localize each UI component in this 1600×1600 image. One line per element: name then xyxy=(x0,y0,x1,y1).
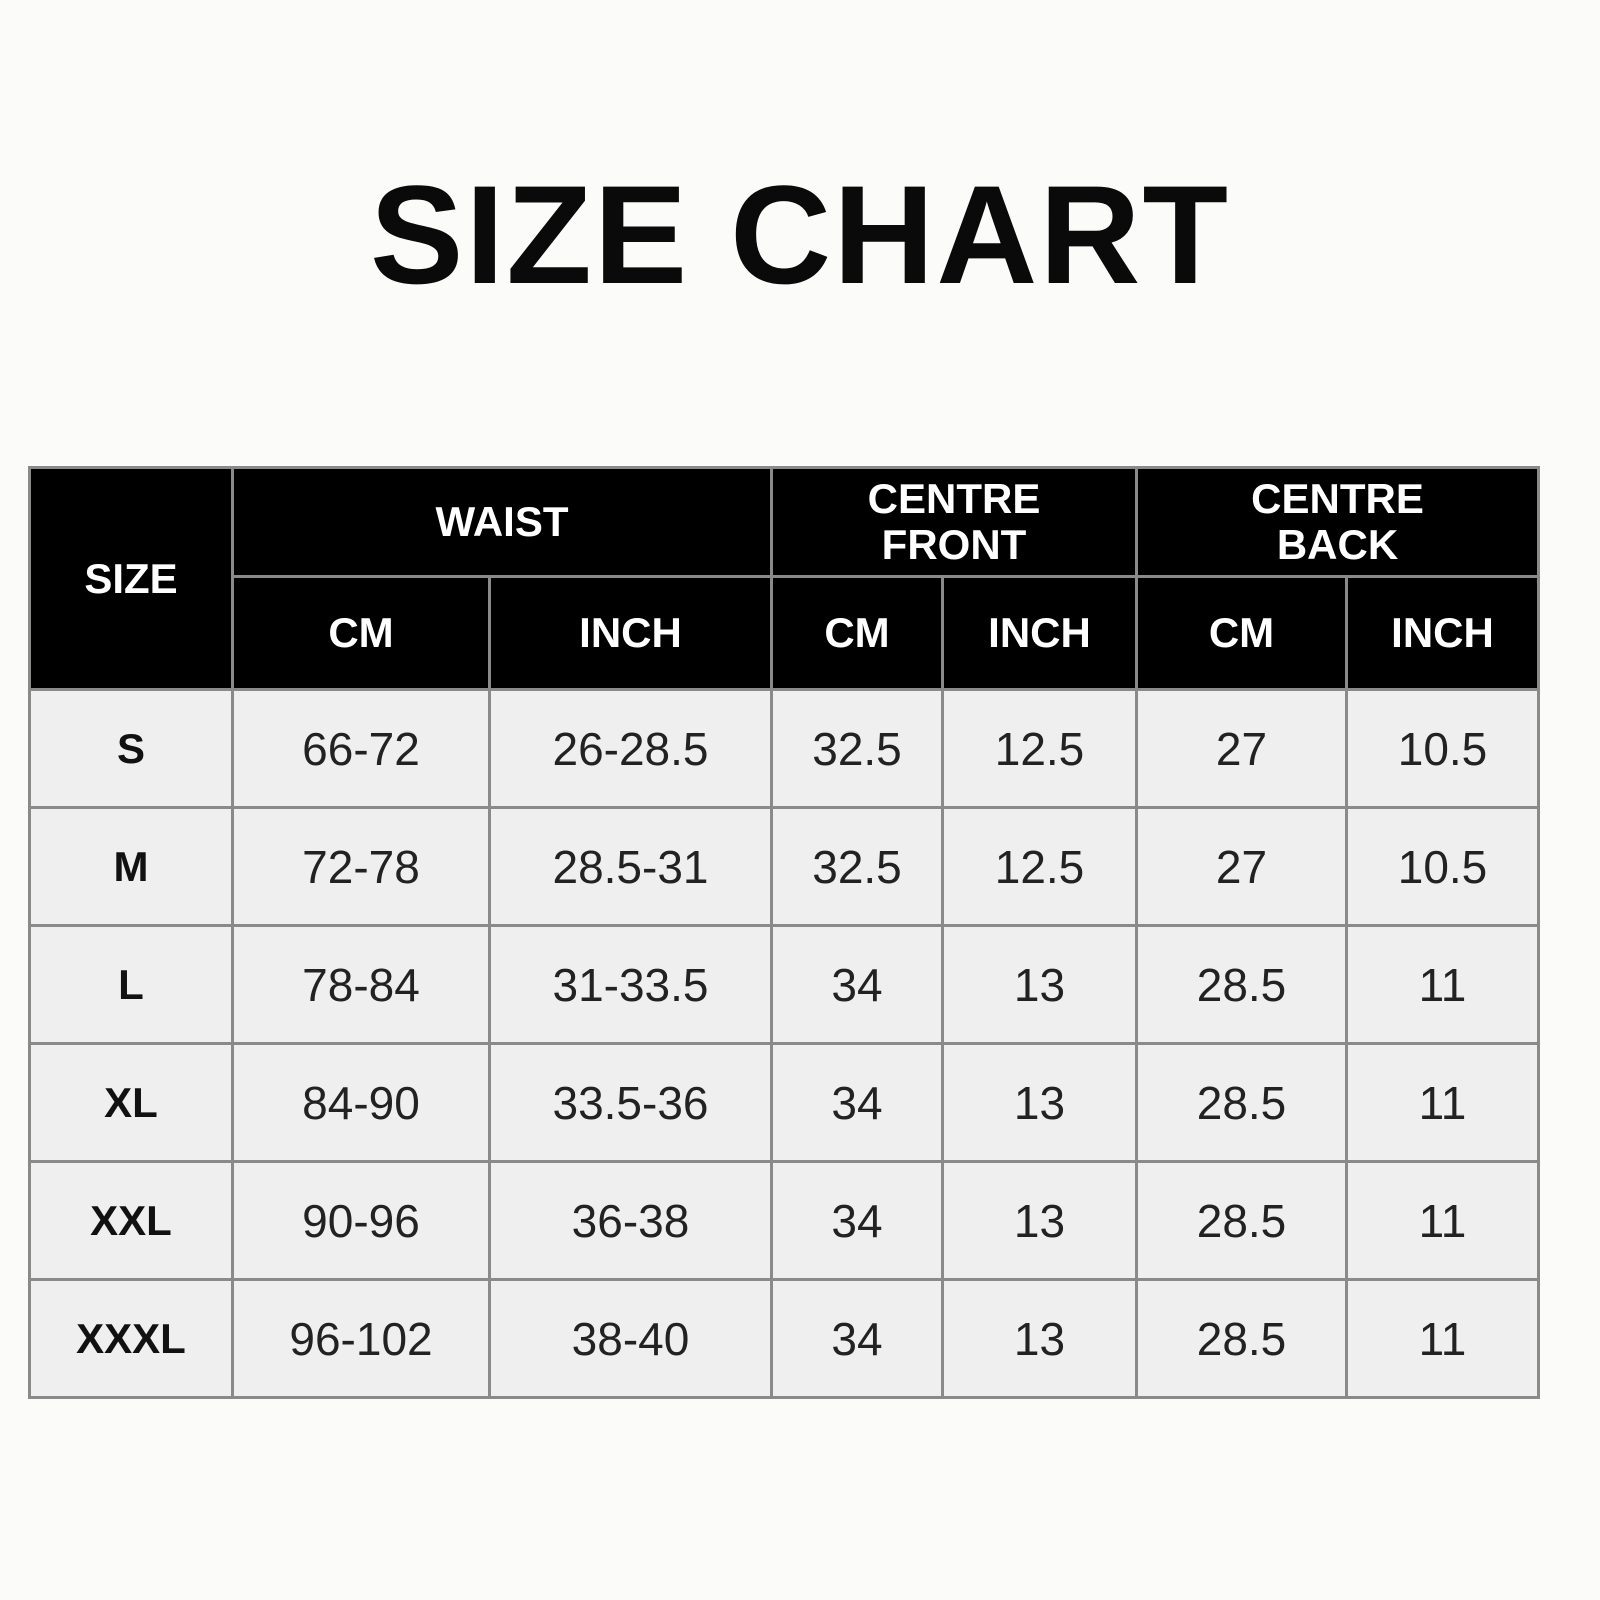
value-cell: 11 xyxy=(1345,1042,1540,1163)
value-cell: 84-90 xyxy=(231,1042,491,1163)
value-cell: 36-38 xyxy=(488,1160,773,1281)
value-cell: 32.5 xyxy=(770,806,944,927)
size-cell: M xyxy=(28,806,234,927)
header-centre-front-label: CENTRE FRONT xyxy=(867,475,1041,568)
value-cell: 13 xyxy=(941,1042,1138,1163)
value-cell: 32.5 xyxy=(770,688,944,809)
value-cell: 90-96 xyxy=(231,1160,491,1281)
header-unit: CM xyxy=(1135,575,1348,691)
header-unit: INCH xyxy=(1345,575,1540,691)
size-cell: XXXL xyxy=(28,1278,234,1399)
page-title: SIZE CHART xyxy=(370,156,1230,313)
header-centre-back: CENTRE BACK xyxy=(1135,466,1540,578)
size-cell: L xyxy=(28,924,234,1045)
value-cell: 78-84 xyxy=(231,924,491,1045)
size-chart-table: SIZE WAIST CENTRE FRONT CENTRE BACK CM I… xyxy=(28,466,1540,1399)
table-row: XL 84-90 33.5-36 34 13 28.5 11 xyxy=(28,1042,1540,1163)
size-cell: XXL xyxy=(28,1160,234,1281)
value-cell: 11 xyxy=(1345,1160,1540,1281)
value-cell: 11 xyxy=(1345,1278,1540,1399)
value-cell: 28.5 xyxy=(1135,924,1348,1045)
table-row: M 72-78 28.5-31 32.5 12.5 27 10.5 xyxy=(28,806,1540,927)
value-cell: 31-33.5 xyxy=(488,924,773,1045)
header-unit: CM xyxy=(770,575,944,691)
value-cell: 72-78 xyxy=(231,806,491,927)
value-cell: 27 xyxy=(1135,806,1348,927)
value-cell: 28.5 xyxy=(1135,1160,1348,1281)
header-centre-back-label: CENTRE BACK xyxy=(1251,475,1424,568)
value-cell: 10.5 xyxy=(1345,688,1540,809)
table-row: S 66-72 26-28.5 32.5 12.5 27 10.5 xyxy=(28,688,1540,809)
value-cell: 66-72 xyxy=(231,688,491,809)
value-cell: 12.5 xyxy=(941,688,1138,809)
value-cell: 26-28.5 xyxy=(488,688,773,809)
header-centre-front: CENTRE FRONT xyxy=(770,466,1138,578)
value-cell: 28.5 xyxy=(1135,1278,1348,1399)
value-cell: 11 xyxy=(1345,924,1540,1045)
table-row: L 78-84 31-33.5 34 13 28.5 11 xyxy=(28,924,1540,1045)
value-cell: 33.5-36 xyxy=(488,1042,773,1163)
value-cell: 34 xyxy=(770,1278,944,1399)
value-cell: 38-40 xyxy=(488,1278,773,1399)
value-cell: 13 xyxy=(941,924,1138,1045)
value-cell: 10.5 xyxy=(1345,806,1540,927)
value-cell: 96-102 xyxy=(231,1278,491,1399)
header-size: SIZE xyxy=(28,466,234,691)
size-cell: XL xyxy=(28,1042,234,1163)
size-cell: S xyxy=(28,688,234,809)
table-row: XXL 90-96 36-38 34 13 28.5 11 xyxy=(28,1160,1540,1281)
value-cell: 28.5-31 xyxy=(488,806,773,927)
header-unit: INCH xyxy=(941,575,1138,691)
header-unit: INCH xyxy=(488,575,773,691)
table-row: XXXL 96-102 38-40 34 13 28.5 11 xyxy=(28,1278,1540,1399)
value-cell: 12.5 xyxy=(941,806,1138,927)
value-cell: 28.5 xyxy=(1135,1042,1348,1163)
value-cell: 27 xyxy=(1135,688,1348,809)
value-cell: 34 xyxy=(770,1160,944,1281)
value-cell: 13 xyxy=(941,1160,1138,1281)
header-unit: CM xyxy=(231,575,491,691)
header-waist: WAIST xyxy=(231,466,773,578)
value-cell: 34 xyxy=(770,924,944,1045)
value-cell: 34 xyxy=(770,1042,944,1163)
value-cell: 13 xyxy=(941,1278,1138,1399)
